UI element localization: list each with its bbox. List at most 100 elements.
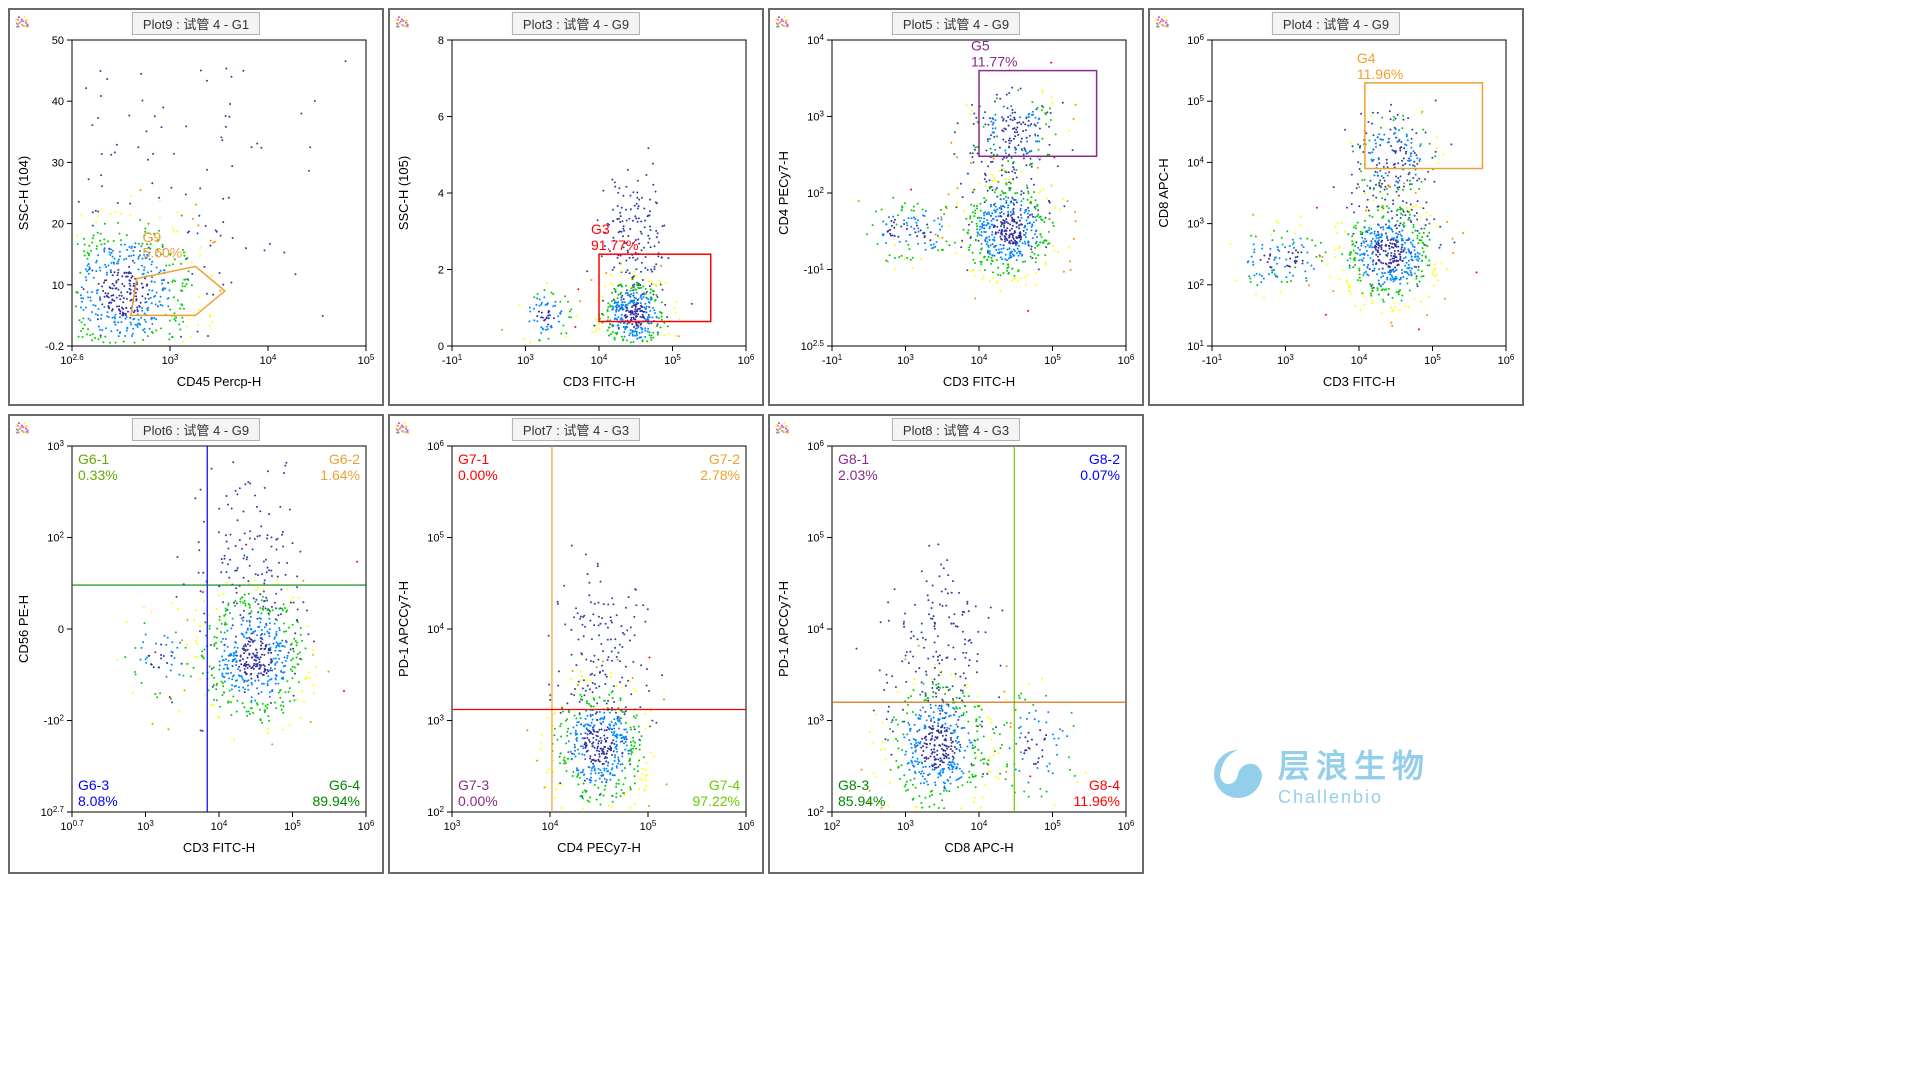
svg-text:103: 103 — [137, 819, 154, 834]
svg-text:103: 103 — [1277, 353, 1294, 368]
svg-text:104: 104 — [971, 353, 988, 368]
svg-text:104: 104 — [542, 819, 559, 834]
logo-text-cn: 层浪生物 — [1278, 741, 1430, 787]
svg-text:104: 104 — [211, 819, 228, 834]
svg-text:105: 105 — [427, 530, 444, 545]
plot-area: -101103104105106101102103104105106CD3 FI… — [1154, 32, 1514, 392]
plot-area: 102103104105106102103104105106CD8 APC-HP… — [774, 438, 1134, 858]
scatter-points — [75, 60, 347, 344]
logo-text-en: Challenbio — [1278, 787, 1430, 808]
svg-text:50: 50 — [52, 35, 64, 47]
plot-area: -10110310410510602468CD3 FITC-HSSC-H (10… — [394, 32, 754, 392]
gate-pct: 11.77% — [971, 54, 1017, 70]
svg-text:103: 103 — [1187, 216, 1204, 231]
quad-label: G7-4 — [709, 777, 740, 793]
scatter-points — [1230, 100, 1478, 331]
quad-label: G6-4 — [329, 777, 360, 793]
svg-text:104: 104 — [260, 353, 277, 368]
plot-area: 100.7103104105106102.7-1020102103CD3 FIT… — [14, 438, 374, 858]
x-axis-label: CD3 FITC-H — [943, 374, 1015, 389]
quad-pct: 89.94% — [313, 793, 360, 809]
svg-text:105: 105 — [284, 819, 301, 834]
quad-label: G8-1 — [838, 451, 869, 467]
quad-label: G8-4 — [1089, 777, 1120, 793]
gate-polygon[interactable] — [131, 266, 225, 315]
svg-text:106: 106 — [427, 439, 444, 454]
quad-pct: 8.08% — [78, 793, 118, 809]
svg-text:106: 106 — [1498, 353, 1514, 368]
svg-text:102.5: 102.5 — [801, 339, 825, 354]
quad-label: G6-1 — [78, 451, 109, 467]
svg-text:102: 102 — [47, 530, 64, 545]
x-axis-label: CD3 FITC-H — [563, 374, 635, 389]
svg-text:2: 2 — [438, 265, 444, 277]
svg-text:103: 103 — [162, 353, 179, 368]
company-logo: 层浪生物Challenbio — [1208, 674, 1430, 874]
quad-pct: 97.22% — [693, 793, 740, 809]
density-plot-icon — [392, 12, 412, 32]
quad-pct: 0.07% — [1080, 467, 1120, 483]
quad-label: G7-3 — [458, 777, 489, 793]
svg-text:103: 103 — [517, 353, 534, 368]
svg-text:100.7: 100.7 — [60, 819, 84, 834]
quad-label: G8-3 — [838, 777, 869, 793]
y-axis-label: CD56 PE-H — [16, 595, 31, 663]
panel-title: Plot8 : 试管 4 - G3 — [892, 418, 1020, 441]
y-axis-label: CD8 APC-H — [1156, 158, 1171, 227]
plot-area: -101103104105106102.5-101102103104CD3 FI… — [774, 32, 1134, 392]
flow-plot-panel: Plot5 : 试管 4 - G9-101103104105106102.5-1… — [768, 8, 1144, 406]
svg-text:106: 106 — [738, 353, 754, 368]
gate-pct: 91.77% — [591, 237, 638, 253]
svg-text:106: 106 — [358, 819, 374, 834]
y-axis-label: PD-1 APCCy7-H — [776, 581, 791, 677]
gate-label: G4 — [1357, 50, 1376, 66]
gate-label: G9 — [143, 229, 162, 245]
quad-pct: 1.64% — [320, 467, 360, 483]
density-plot-icon — [392, 418, 412, 438]
svg-text:102.6: 102.6 — [60, 353, 84, 368]
gate-rect[interactable] — [979, 71, 1097, 157]
y-axis-label: SSC-H (105) — [396, 156, 411, 230]
y-axis-label: SSC-H (104) — [16, 156, 31, 230]
panel-title: Plot9 : 试管 4 - G1 — [132, 12, 260, 35]
quad-label: G7-2 — [709, 451, 740, 467]
gate-pct: 11.96% — [1357, 66, 1403, 82]
svg-text:4: 4 — [438, 188, 444, 200]
panel-title: Plot5 : 试管 4 - G9 — [892, 12, 1020, 35]
svg-text:103: 103 — [807, 109, 824, 124]
density-plot-icon — [1152, 12, 1172, 32]
panel-title: Plot6 : 试管 4 - G9 — [132, 418, 260, 441]
svg-text:104: 104 — [1351, 353, 1368, 368]
svg-text:105: 105 — [1044, 353, 1061, 368]
plot-area: 102.6103104105-0.21020304050CD45 Percp-H… — [14, 32, 374, 392]
panel-title: Plot7 : 试管 4 - G3 — [512, 418, 640, 441]
svg-text:10: 10 — [52, 280, 64, 292]
gate-rect[interactable] — [1365, 83, 1483, 169]
quad-pct: 0.33% — [78, 467, 118, 483]
svg-text:105: 105 — [1187, 94, 1204, 109]
svg-text:105: 105 — [358, 353, 374, 368]
flow-plot-panel: Plot7 : 试管 4 - G310310410510610210310410… — [388, 414, 764, 874]
svg-text:104: 104 — [807, 33, 824, 48]
svg-text:106: 106 — [1187, 33, 1204, 48]
x-axis-label: CD3 FITC-H — [183, 840, 255, 855]
svg-text:30: 30 — [52, 157, 64, 169]
quad-pct: 0.00% — [458, 467, 498, 483]
flow-plot-panel: Plot9 : 试管 4 - G1102.6103104105-0.210203… — [8, 8, 384, 406]
quad-pct: 11.96% — [1074, 793, 1120, 809]
svg-text:6: 6 — [438, 112, 444, 124]
quad-label: G6-2 — [329, 451, 360, 467]
x-axis-label: CD4 PECy7-H — [557, 840, 641, 855]
quad-label: G7-1 — [458, 451, 489, 467]
svg-text:0: 0 — [58, 624, 64, 636]
plot-area: 103104105106102103104105106CD4 PECy7-HPD… — [394, 438, 754, 858]
svg-text:104: 104 — [427, 622, 444, 637]
svg-text:103: 103 — [47, 439, 64, 454]
flow-plot-panel: Plot8 : 试管 4 - G310210310410510610210310… — [768, 414, 1144, 874]
scatter-points — [856, 543, 1087, 809]
density-plot-icon — [772, 12, 792, 32]
x-axis-label: CD8 APC-H — [944, 840, 1013, 855]
svg-text:105: 105 — [640, 819, 657, 834]
flow-plot-panel: Plot3 : 试管 4 - G9-10110310410510602468CD… — [388, 8, 764, 406]
quad-pct: 85.94% — [838, 793, 885, 809]
